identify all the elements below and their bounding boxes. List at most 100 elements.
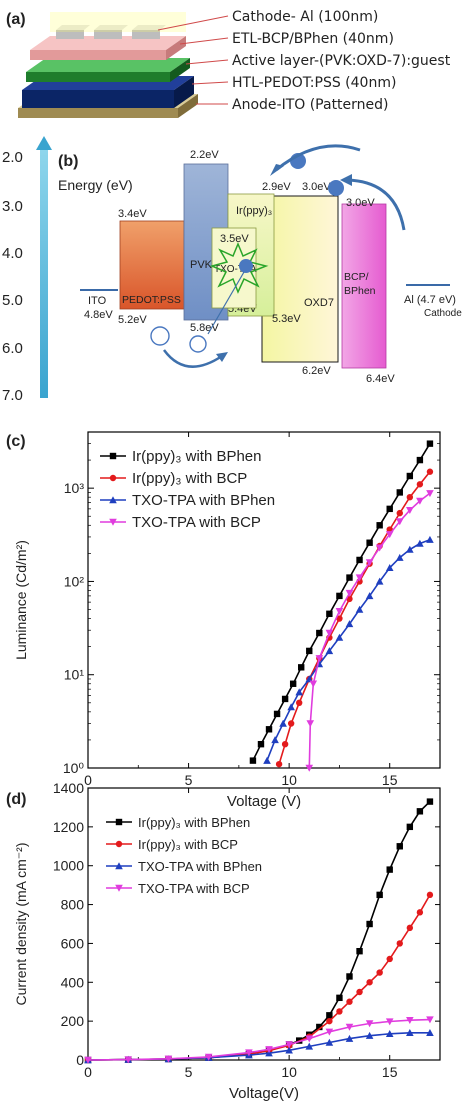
data-point — [326, 1012, 333, 1019]
panel-d-chart: (d) 0 5 10 15 0 200 400 600 800 1000 1200 1400 Voltag… — [6, 780, 441, 1102]
legend-label: Ir(ppy)₃ with BPhen — [132, 448, 262, 465]
data-point — [426, 1029, 434, 1036]
data-point — [426, 891, 434, 899]
y-axis-title: Luminance (Cd/m²) — [13, 540, 29, 660]
panel-c-chart: (c) 0 5 10 15 10⁰ 10¹ 10² 10³ Voltage (V) Luminanc… — [6, 431, 441, 810]
data-point — [305, 764, 314, 772]
y-tick-label: 600 — [61, 935, 85, 951]
data-point — [345, 1034, 354, 1042]
y-tick-label: 10¹ — [64, 667, 85, 683]
data-point — [365, 559, 374, 567]
data-point — [376, 969, 383, 976]
data-point — [309, 680, 318, 688]
x-tick-label: 0 — [84, 772, 92, 788]
series-0 — [249, 440, 434, 764]
panel-b-label: (b) — [58, 153, 78, 170]
data-point — [336, 592, 343, 600]
data-point — [406, 493, 414, 501]
x-axis-title: Voltage (V) — [227, 793, 301, 810]
energy-axis-title: Energy (eV) — [58, 177, 133, 193]
data-point — [305, 1035, 314, 1043]
data-point — [355, 574, 364, 582]
data-point — [326, 1017, 333, 1025]
data-point — [406, 1029, 414, 1036]
legend-label: TXO-TPA with BCP — [132, 514, 261, 531]
layer-active — [26, 58, 190, 82]
data-point — [325, 629, 334, 637]
x-tick-label: 15 — [382, 1064, 398, 1080]
y-axis-title: Current density (mA cm⁻²) — [13, 843, 29, 1006]
bcp-top: 3.0eV — [346, 197, 375, 209]
data-point — [385, 531, 394, 539]
data-point — [287, 720, 295, 727]
oxd-bottom: 6.2eV — [302, 365, 331, 377]
legend-marker — [109, 452, 117, 460]
data-point — [346, 574, 353, 581]
data-point — [426, 490, 434, 498]
data-point — [376, 891, 383, 899]
layer-text-3: HTL-PEDOT:PSS (40nm) — [232, 75, 396, 91]
panel-a-label: (a) — [6, 11, 26, 28]
ito-level: 4.8eV — [84, 309, 113, 321]
energy-tick-6: 6.0 — [2, 340, 23, 357]
y-tick-label: 10³ — [64, 480, 85, 496]
emission-star-icon — [209, 242, 269, 294]
data-point — [426, 1016, 434, 1024]
y-tick-label: 800 — [61, 897, 85, 913]
data-point — [416, 539, 424, 547]
series-2 — [263, 535, 434, 764]
data-point — [325, 1038, 334, 1046]
data-point — [84, 1056, 92, 1064]
data-point — [416, 481, 424, 488]
data-point — [306, 720, 315, 728]
block-bcp-bphen: 3.0eV BCP/ BPhen 6.4eV — [341, 197, 395, 385]
data-point — [365, 1031, 374, 1039]
data-point — [395, 553, 404, 561]
data-point — [406, 472, 414, 480]
al-name: Al (4.7 eV) — [404, 294, 456, 306]
pedot-top: 3.4eV — [118, 208, 147, 220]
y-tick-label: 10² — [64, 573, 85, 589]
series-line — [87, 1018, 430, 1061]
series-1 — [84, 891, 434, 1064]
data-point — [273, 710, 281, 718]
data-point — [395, 518, 404, 526]
plot-frame — [87, 431, 441, 769]
data-point — [356, 556, 363, 564]
data-point — [385, 1029, 394, 1037]
data-point — [416, 456, 424, 464]
layer-text-4: Anode-ITO (Patterned) — [232, 97, 389, 113]
bcp-name1: BCP/ — [344, 271, 369, 283]
data-point — [281, 695, 289, 703]
data-point — [406, 823, 414, 831]
data-point — [265, 726, 273, 733]
data-point — [385, 1018, 394, 1026]
data-point — [345, 620, 354, 628]
y-tick-label: 200 — [61, 1013, 85, 1029]
data-point — [257, 740, 265, 748]
data-point — [124, 1056, 133, 1064]
layer-text-2: Active layer-(PVK:OXD-7):guest — [232, 53, 451, 69]
x-tick-label: 15 — [382, 772, 398, 788]
series-line — [266, 538, 431, 761]
energy-tick-4: 4.0 — [2, 245, 23, 262]
data-point — [366, 539, 373, 546]
data-point — [396, 940, 403, 947]
x-tick-label: 0 — [84, 1064, 92, 1080]
data-point — [335, 633, 344, 641]
x-axis-title: Voltage(V) — [229, 1085, 299, 1102]
data-point — [305, 675, 314, 683]
data-point — [365, 1020, 374, 1028]
data-point — [336, 615, 343, 622]
data-point — [287, 703, 295, 711]
legend-marker — [109, 496, 117, 504]
x-tick-label: 5 — [185, 1064, 193, 1080]
irppy-top: 2.9eV — [262, 181, 291, 193]
data-point — [285, 1046, 293, 1054]
data-point — [426, 440, 434, 447]
block-oxd7: 3.0eV OXD7 6.2eV — [261, 181, 339, 377]
legend-label: TXO-TPA with BPhen — [138, 859, 262, 874]
charge-carriers — [150, 144, 406, 368]
